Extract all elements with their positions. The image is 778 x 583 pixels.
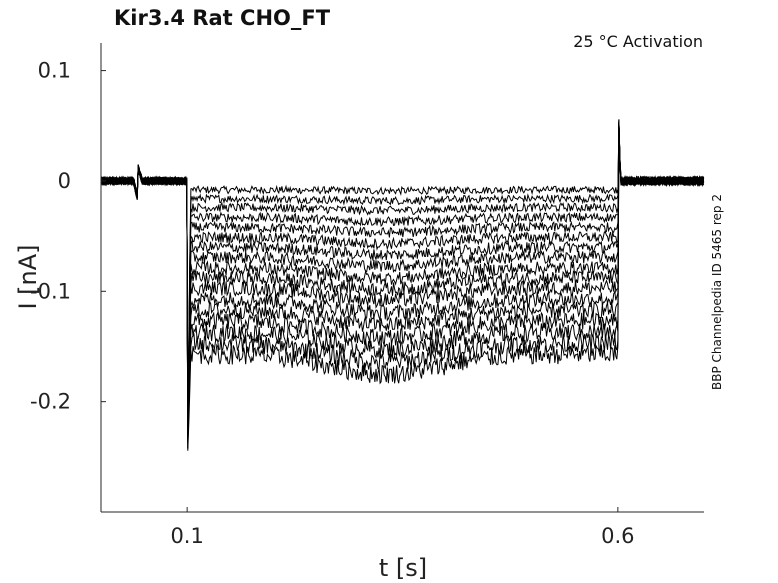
chart-title: Kir3.4 Rat CHO_FT xyxy=(114,6,331,30)
current-trace-3 xyxy=(100,123,705,420)
current-trace-1 xyxy=(100,126,705,414)
current-trace-5 xyxy=(100,126,705,424)
source-id-label: BBP Channelpedia ID 5465 rep 2 xyxy=(710,194,724,390)
current-trace-17 xyxy=(100,122,705,451)
current-trace-15 xyxy=(100,121,705,437)
current-trace-12 xyxy=(100,121,704,444)
y-tick-label: -0.2 xyxy=(30,390,71,414)
condition-label: 25 °C Activation xyxy=(573,32,703,51)
x-tick-label: 0.6 xyxy=(601,524,634,548)
x-axis-ticks: 0.1 0.6 xyxy=(170,507,635,548)
current-trace-16 xyxy=(100,120,705,449)
current-trace-6 xyxy=(100,123,704,422)
current-trace-13 xyxy=(100,122,705,440)
current-trace-8 xyxy=(100,122,704,426)
y-axis-ticks: 0.1 0 -0.1 -0.2 xyxy=(30,59,106,414)
current-trace-2 xyxy=(100,122,705,421)
x-tick-label: 0.1 xyxy=(170,524,203,548)
y-axis-label: I [nA] xyxy=(14,244,42,309)
current-trace-14 xyxy=(100,124,705,449)
current-trace-10 xyxy=(100,126,705,441)
x-axis-label: t [s] xyxy=(379,554,427,582)
y-tick-label: -0.1 xyxy=(30,279,71,303)
y-tick-label: 0.1 xyxy=(38,59,71,83)
current-trace-9 xyxy=(100,119,705,431)
y-tick-label: 0 xyxy=(58,169,71,193)
current-traces xyxy=(100,119,705,451)
current-trace-11 xyxy=(100,120,705,438)
current-trace-4 xyxy=(100,120,705,426)
